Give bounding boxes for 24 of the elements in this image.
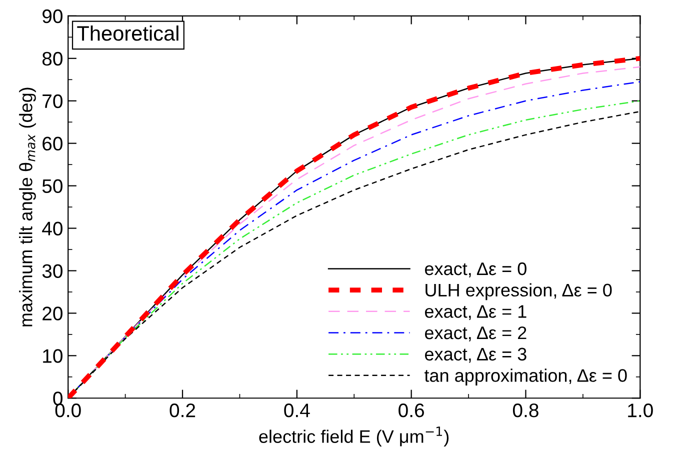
x-tick-label: 0.0 [55, 404, 81, 418]
y-tick-label: 20 [42, 306, 62, 320]
x-tick-label: 0.2 [170, 404, 196, 418]
y-tick-label: 40 [42, 222, 62, 236]
legend-label: exact, Δε = 3 [424, 348, 526, 363]
y-tick-label: 90 [42, 9, 62, 24]
legend-label: ULH expression, Δε = 0 [426, 283, 612, 300]
x-tick-label: 1.0 [628, 404, 653, 418]
y-tick-label: 30 [42, 264, 62, 278]
y-tick-label: 50 [42, 179, 62, 194]
y-axis-title: maximum tilt angle θ$_{max}$ (deg) [19, 88, 36, 326]
x-axis-title: electric field E (V μm$^{−1}$) [259, 426, 449, 447]
legend-label: exact, Δε = 1 [424, 305, 526, 320]
x-tick-label: 0.6 [398, 404, 424, 418]
y-tick-label: 70 [42, 94, 62, 108]
y-tick-label: 60 [42, 136, 62, 151]
x-tick-label: 0.4 [284, 404, 310, 418]
legend-label: exact, Δε = 2 [424, 326, 526, 342]
legend-label: exact, Δε = 0 [424, 262, 526, 278]
x-tick-label: 0.8 [512, 404, 538, 418]
legend-label: tan approximation, Δε = 0 [424, 368, 627, 386]
y-tick-label: 10 [43, 349, 62, 363]
y-tick-label: 80 [42, 52, 62, 66]
chart-title: Theoretical [77, 25, 178, 41]
